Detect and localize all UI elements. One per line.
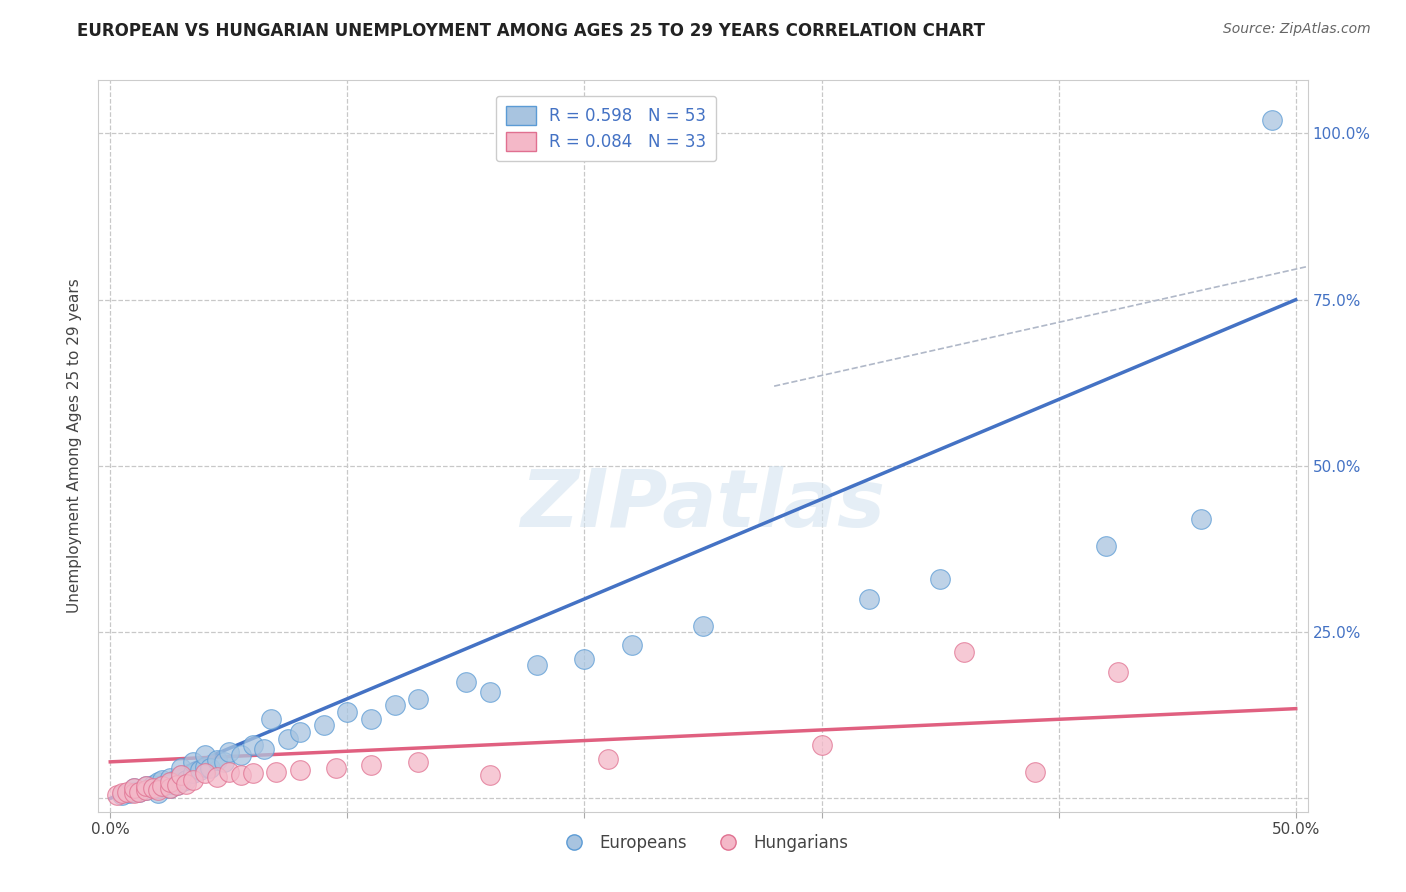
Point <box>692 618 714 632</box>
Y-axis label: Unemployment Among Ages 25 to 29 years: Unemployment Among Ages 25 to 29 years <box>67 278 83 614</box>
Point <box>111 786 134 800</box>
Point <box>170 768 193 782</box>
Point <box>118 786 141 800</box>
Point <box>135 780 157 794</box>
Point <box>205 770 228 784</box>
Point <box>190 764 212 778</box>
Point <box>122 786 145 800</box>
Point <box>181 766 204 780</box>
Point <box>198 762 221 776</box>
Point <box>360 758 382 772</box>
Point <box>598 751 620 765</box>
Point <box>128 785 150 799</box>
Point <box>288 764 311 778</box>
Point <box>105 788 128 802</box>
Point <box>205 753 228 767</box>
Point <box>1107 665 1129 679</box>
Point <box>181 755 204 769</box>
Point <box>242 766 264 780</box>
Point <box>159 774 181 789</box>
Point <box>174 772 197 787</box>
Point <box>159 777 181 791</box>
Point <box>135 783 157 797</box>
Point <box>325 762 347 776</box>
Point <box>212 755 235 769</box>
Point <box>277 731 299 746</box>
Point <box>174 777 197 791</box>
Point <box>159 781 181 796</box>
Text: Source: ZipAtlas.com: Source: ZipAtlas.com <box>1223 22 1371 37</box>
Point <box>111 788 134 802</box>
Point <box>170 762 193 776</box>
Legend: Europeans, Hungarians: Europeans, Hungarians <box>551 827 855 858</box>
Point <box>858 591 880 606</box>
Point <box>264 764 287 779</box>
Point <box>135 780 157 794</box>
Point <box>929 572 952 586</box>
Point <box>170 774 193 789</box>
Point <box>384 698 406 713</box>
Point <box>170 768 193 782</box>
Point <box>194 748 217 763</box>
Point <box>194 759 217 773</box>
Point <box>146 781 169 796</box>
Point <box>229 748 252 763</box>
Point <box>218 764 240 779</box>
Point <box>142 778 165 792</box>
Point <box>478 768 501 782</box>
Point <box>166 778 188 792</box>
Point <box>135 783 157 797</box>
Point <box>288 725 311 739</box>
Point <box>526 658 548 673</box>
Point <box>122 785 145 799</box>
Point <box>128 785 150 799</box>
Point <box>620 639 643 653</box>
Point <box>122 781 145 796</box>
Text: ZIPatlas: ZIPatlas <box>520 466 886 543</box>
Point <box>952 645 974 659</box>
Point <box>253 741 276 756</box>
Point <box>360 712 382 726</box>
Point <box>146 783 169 797</box>
Point <box>478 685 501 699</box>
Point <box>229 768 252 782</box>
Point <box>408 691 430 706</box>
Point <box>152 772 174 787</box>
Point <box>166 778 188 792</box>
Point <box>194 766 217 780</box>
Point <box>1189 512 1212 526</box>
Point <box>312 718 335 732</box>
Point <box>122 781 145 796</box>
Point <box>152 780 174 794</box>
Point <box>1024 764 1046 779</box>
Point <box>152 780 174 794</box>
Point <box>1095 539 1118 553</box>
Point <box>181 772 204 787</box>
Point <box>159 772 181 786</box>
Point <box>142 781 165 796</box>
Point <box>115 785 138 799</box>
Point <box>142 781 165 796</box>
Point <box>1261 113 1284 128</box>
Point <box>454 675 477 690</box>
Point <box>260 712 283 726</box>
Point <box>242 738 264 752</box>
Point <box>159 781 181 796</box>
Point <box>336 705 359 719</box>
Point <box>146 786 169 800</box>
Point <box>574 652 596 666</box>
Point <box>146 774 169 789</box>
Text: EUROPEAN VS HUNGARIAN UNEMPLOYMENT AMONG AGES 25 TO 29 YEARS CORRELATION CHART: EUROPEAN VS HUNGARIAN UNEMPLOYMENT AMONG… <box>77 22 986 40</box>
Point <box>810 738 832 752</box>
Point <box>218 745 240 759</box>
Point <box>408 755 430 769</box>
